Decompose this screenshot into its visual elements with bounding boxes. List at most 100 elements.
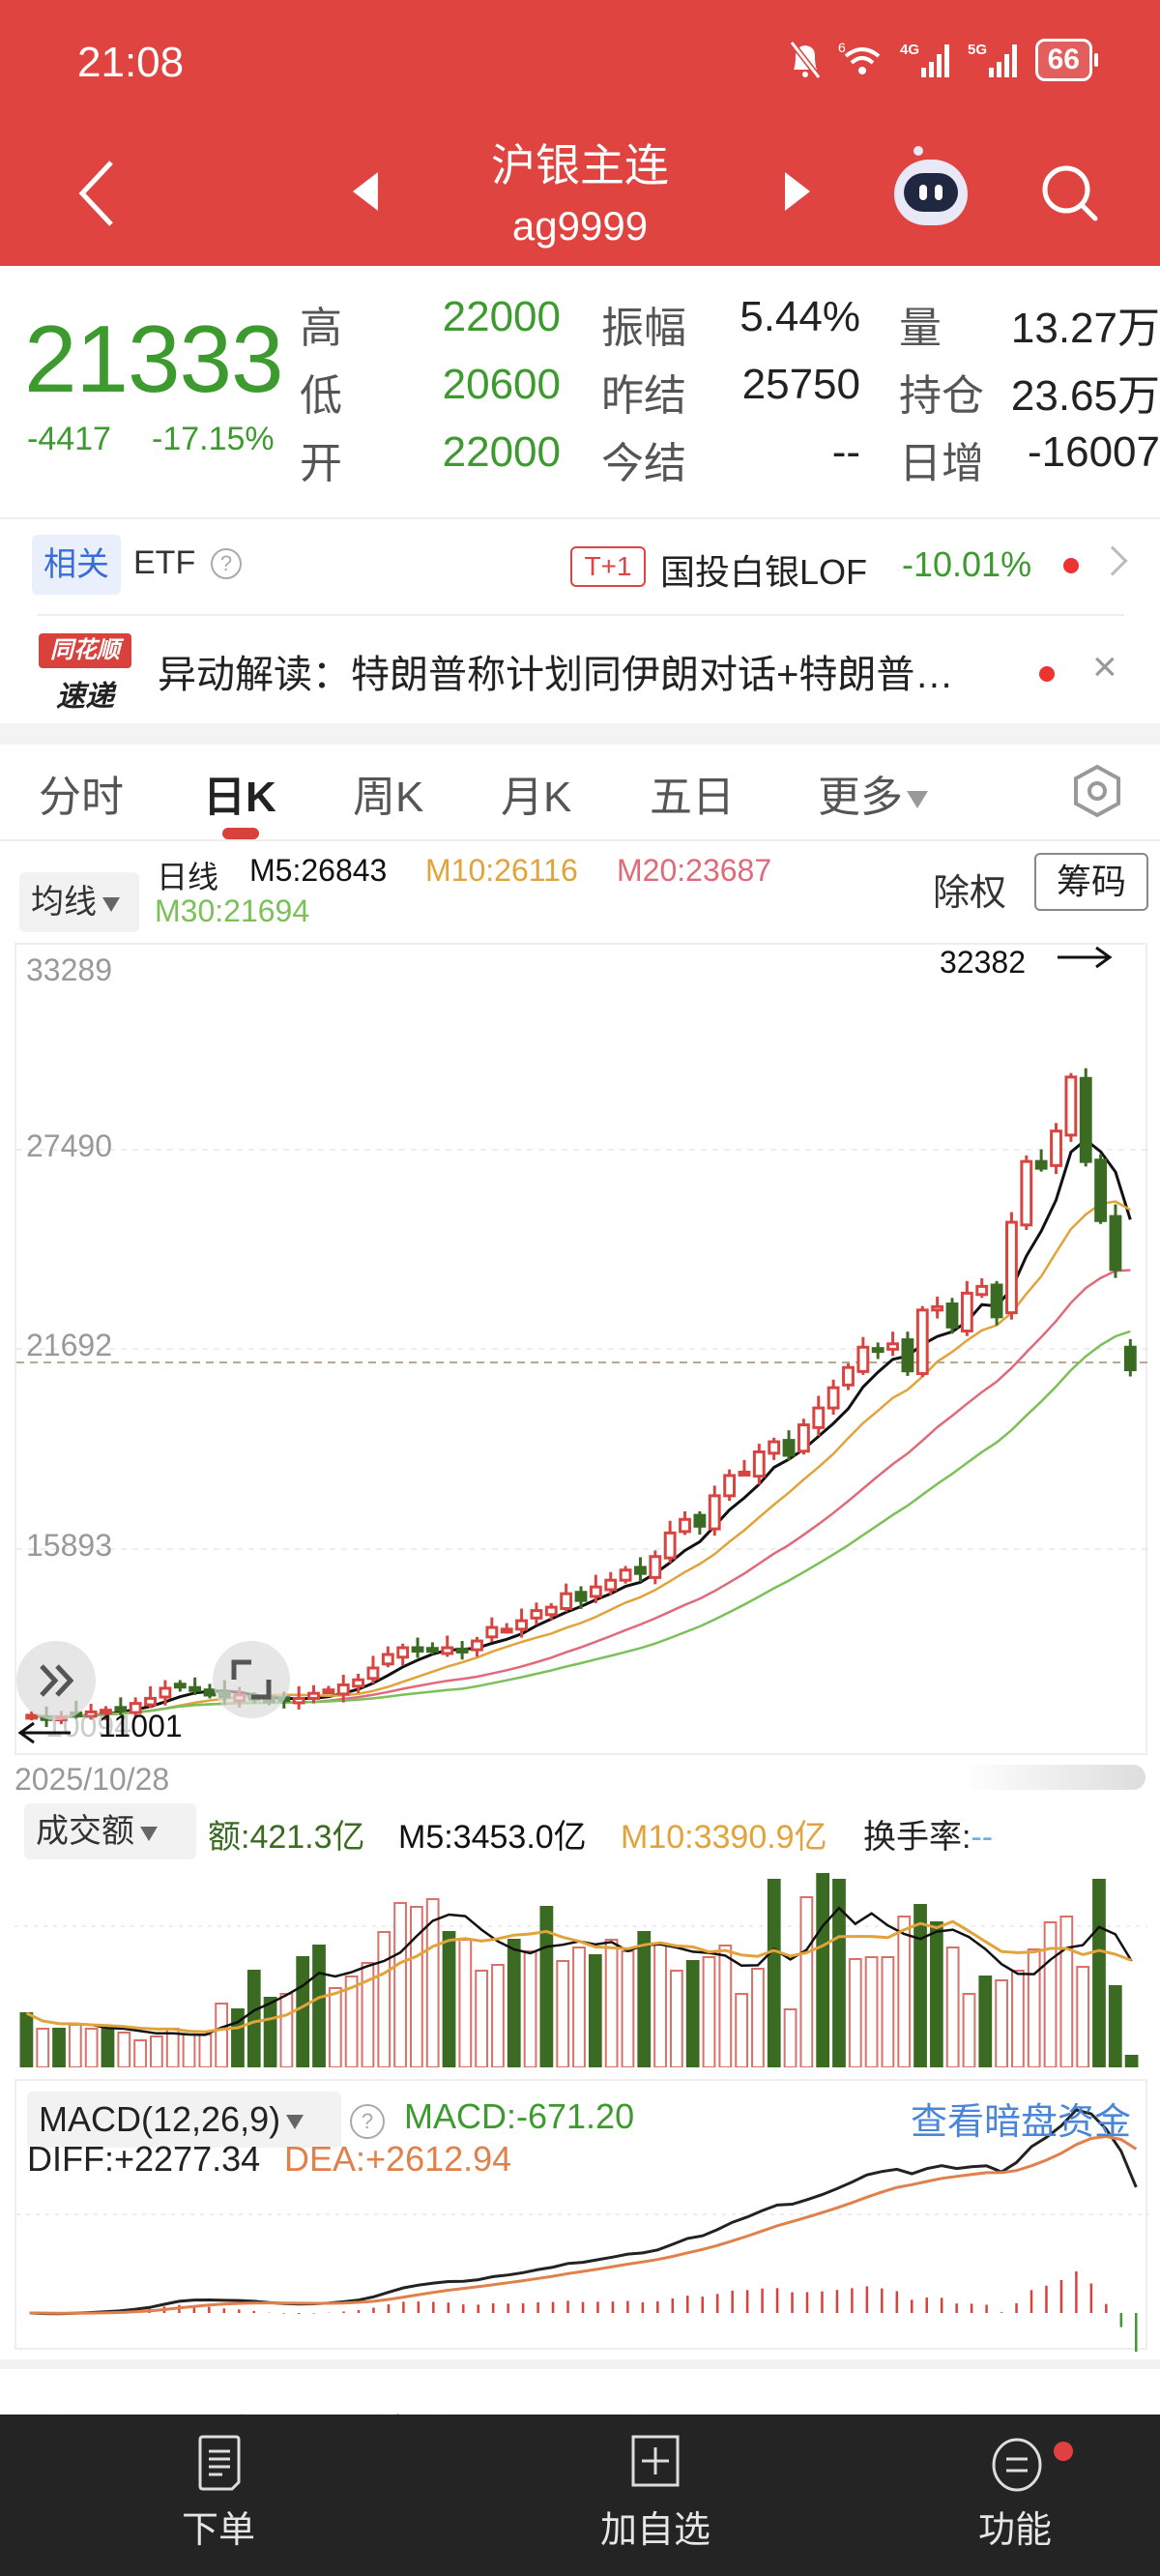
dea-value: DEA:+2612.94 bbox=[284, 2139, 512, 2179]
last-price: 21333 bbox=[24, 306, 284, 412]
next-instrument-button[interactable] bbox=[785, 172, 810, 211]
volume-legend: 成交额 额:421.3亿 M5:3453.0亿 M10:3390.9亿 换手率:… bbox=[0, 1799, 1160, 1866]
close-icon[interactable]: × bbox=[1092, 643, 1117, 690]
label-high: 高 bbox=[300, 305, 342, 352]
value-today-settle: -- bbox=[831, 428, 860, 476]
value-volume: 13.27万 bbox=[1010, 305, 1160, 352]
help-icon[interactable]: ? bbox=[211, 548, 242, 579]
y-tick-3: 21692 bbox=[26, 1328, 112, 1362]
active-tab-indicator bbox=[222, 828, 259, 839]
ma10-value: M10:26116 bbox=[425, 853, 578, 888]
red-dot-icon bbox=[1063, 558, 1079, 573]
volume-chart[interactable] bbox=[14, 1866, 1147, 2067]
value-daily-change: -16007 bbox=[1027, 428, 1160, 476]
section-gap bbox=[0, 723, 1160, 745]
label-open: 开 bbox=[300, 440, 342, 487]
chevron-right-icon[interactable] bbox=[1097, 545, 1128, 576]
related-tag: 相关 bbox=[32, 535, 121, 595]
value-open: 22000 bbox=[442, 428, 561, 476]
functions-button[interactable]: 功能 bbox=[918, 2415, 1112, 2576]
section-gap bbox=[0, 2359, 1160, 2369]
tab-weekly-k[interactable]: 周K bbox=[353, 774, 424, 821]
chevron-down-icon bbox=[102, 896, 120, 912]
macd-chart[interactable] bbox=[14, 2079, 1149, 2352]
related-etf-row[interactable]: 相关 ETF ? T+1 国投白银LOF -10.01% bbox=[0, 527, 1160, 604]
kline-chart[interactable]: 33289 27490 21692 15893 10094 32382 1100… bbox=[14, 943, 1149, 1755]
indicator-selector[interactable]: 均线 bbox=[19, 872, 139, 932]
help-icon[interactable]: ? bbox=[350, 2104, 385, 2139]
value-open-interest: 23.65万 bbox=[1010, 372, 1160, 420]
ma-legend: 均线 日线 M5:26843 M10:26116 M20:23687 M30:2… bbox=[0, 843, 1160, 940]
back-button[interactable] bbox=[72, 155, 121, 232]
label-prev-settle: 昨结 bbox=[601, 372, 686, 420]
chart-settings-icon[interactable] bbox=[1070, 764, 1124, 818]
y-tick-2: 27490 bbox=[26, 1128, 112, 1163]
tab-five-day[interactable]: 五日 bbox=[650, 774, 735, 821]
volume-m10: M10:3390.9亿 bbox=[621, 1819, 827, 1856]
tab-monthly-k[interactable]: 月K bbox=[501, 774, 572, 821]
tab-more[interactable]: 更多 bbox=[818, 762, 928, 824]
max-price-annotation: 32382 bbox=[940, 945, 1026, 980]
ai-assistant-robot-icon[interactable] bbox=[894, 146, 968, 225]
volume-current: 额:421.3亿 bbox=[208, 1819, 365, 1856]
menu-circle-icon bbox=[992, 2438, 1042, 2492]
etf-change-pct: -10.01% bbox=[902, 544, 1032, 584]
ma30-value: M30:21694 bbox=[155, 893, 310, 928]
signal-4g-icon: 4G bbox=[900, 39, 954, 81]
label-daily-change: 日增 bbox=[899, 440, 984, 487]
svg-text:4G: 4G bbox=[900, 42, 919, 58]
value-low: 20600 bbox=[442, 361, 561, 408]
ex-rights-button[interactable]: 除权 bbox=[933, 873, 1007, 914]
y-tick-4: 15893 bbox=[26, 1528, 112, 1563]
wifi-icon: 6 bbox=[838, 39, 886, 81]
svg-text:5G: 5G bbox=[968, 42, 987, 58]
t1-badge: T+1 bbox=[570, 546, 646, 587]
order-doc-icon bbox=[198, 2435, 241, 2491]
ma5-value: M5:26843 bbox=[249, 853, 388, 888]
svg-text:6: 6 bbox=[838, 40, 846, 55]
status-icons: 6 4G 5G 66 bbox=[786, 39, 1099, 81]
prev-instrument-button[interactable] bbox=[353, 172, 378, 211]
min-price-annotation: 11001 bbox=[99, 1709, 183, 1743]
y-tick-max: 33289 bbox=[26, 952, 112, 987]
volume-indicator-selector[interactable]: 成交额 bbox=[24, 1803, 196, 1859]
chevron-down-icon bbox=[907, 791, 928, 809]
fullscreen-button[interactable] bbox=[213, 1641, 290, 1718]
expand-sidebar-button[interactable] bbox=[16, 1641, 96, 1720]
divider bbox=[37, 614, 1124, 616]
tab-daily-k[interactable]: 日K bbox=[203, 774, 276, 821]
label-amplitude: 振幅 bbox=[601, 305, 686, 352]
etf-name[interactable]: 国投白银LOF bbox=[660, 552, 868, 592]
diff-value: DIFF:+2277.34 bbox=[27, 2139, 261, 2179]
place-order-button[interactable]: 下单 bbox=[122, 2415, 315, 2576]
value-high: 22000 bbox=[442, 293, 561, 340]
chip-distribution-button[interactable]: 筹码 bbox=[1034, 853, 1148, 911]
label-low: 低 bbox=[300, 372, 342, 420]
dark-pool-funds-link[interactable]: 查看暗盘资金 bbox=[911, 2102, 1132, 2143]
turnover-label: 换手率:-- bbox=[863, 1819, 994, 1856]
news-headline[interactable]: 异动解读：特朗普称计划同伊朗对话+特朗普… bbox=[158, 654, 954, 696]
period-label: 日线 bbox=[157, 860, 219, 894]
search-icon[interactable] bbox=[1039, 162, 1101, 224]
quote-panel: 21333 -4417 -17.15% 高 22000 振幅 5.44% 量 1… bbox=[0, 266, 1160, 517]
notification-dot-icon bbox=[1054, 2442, 1073, 2461]
label-today-settle: 今结 bbox=[601, 440, 686, 487]
label-volume: 量 bbox=[899, 305, 942, 352]
arrow-right-icon bbox=[1056, 943, 1114, 972]
info-tabs: 新闻 社区 关联股票 简况(F10) 基金 成交 bbox=[0, 2364, 1160, 2422]
double-chevron-right-icon bbox=[40, 1664, 74, 1697]
red-dot-icon bbox=[1039, 666, 1055, 682]
signal-5g-icon: 5G bbox=[968, 39, 1022, 81]
macd-indicator-selector[interactable]: MACD(12,26,9) bbox=[27, 2092, 341, 2148]
label-open-interest: 持仓 bbox=[899, 372, 984, 420]
bottom-action-bar: 下单 加自选 功能 bbox=[0, 2415, 1160, 2576]
tab-intraday[interactable]: 分时 bbox=[39, 774, 124, 821]
chevron-down-icon bbox=[286, 2114, 304, 2129]
news-flash-row[interactable]: 同花顺 速递 异动解读：特朗普称计划同伊朗对话+特朗普… × bbox=[0, 624, 1160, 720]
value-prev-settle: 25750 bbox=[741, 361, 860, 408]
volume-m5: M5:3453.0亿 bbox=[398, 1819, 587, 1856]
chart-scrollbar[interactable] bbox=[962, 1765, 1146, 1790]
arrow-left-icon bbox=[16, 1718, 74, 1747]
value-amplitude: 5.44% bbox=[740, 293, 860, 340]
add-watchlist-button[interactable]: 加自选 bbox=[559, 2415, 752, 2576]
